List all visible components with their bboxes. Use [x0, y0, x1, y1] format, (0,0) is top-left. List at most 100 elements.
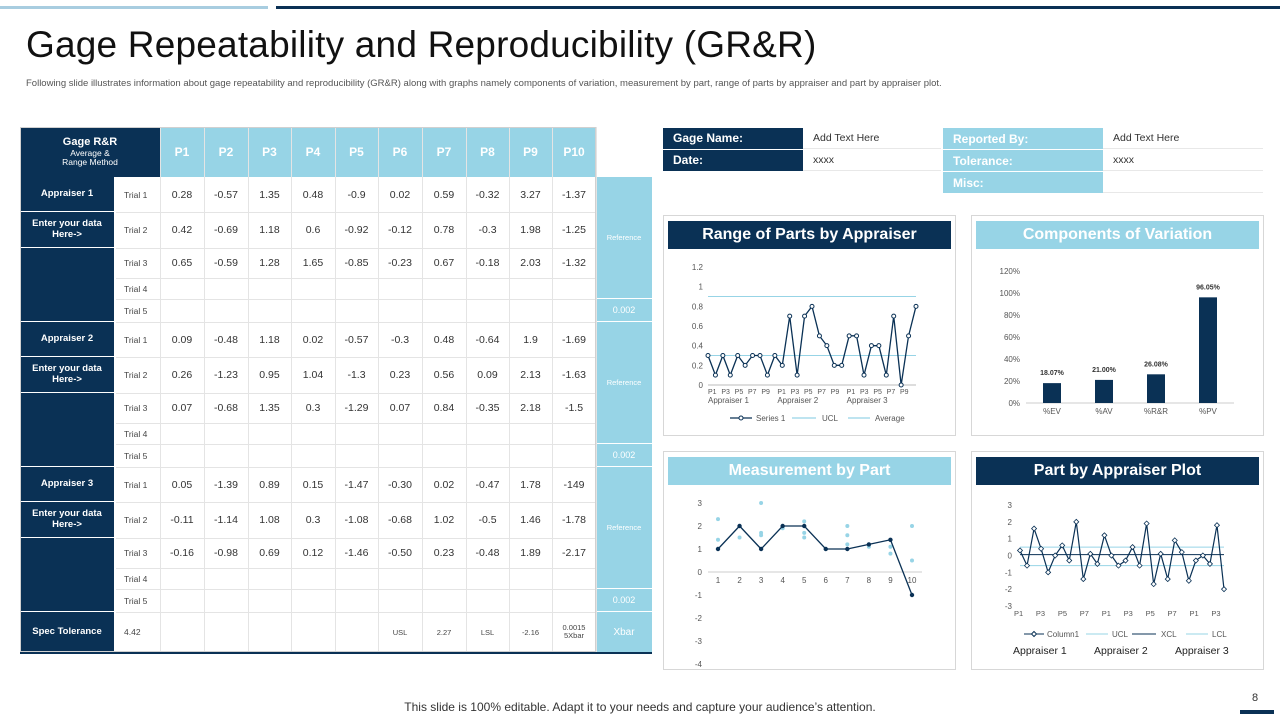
data-cell[interactable]: 0.42 — [171, 224, 193, 236]
data-cell[interactable]: -0.48 — [475, 547, 500, 559]
data-cell[interactable]: 0.3 — [305, 402, 321, 414]
data-cell[interactable]: 0.67 — [433, 257, 455, 269]
data-cell[interactable]: -0.9 — [347, 188, 366, 201]
data-cell[interactable]: -1.63 — [562, 369, 586, 381]
data-cell[interactable]: -0.16 — [170, 547, 194, 559]
data-cell[interactable]: 0.15 — [302, 478, 324, 491]
data-cell[interactable]: -1.69 — [562, 333, 586, 346]
data-cell[interactable]: 0.09 — [171, 333, 193, 346]
tolerance-value[interactable]: xxxx — [1103, 150, 1263, 171]
data-cell[interactable]: 2.13 — [520, 369, 541, 381]
data-cell[interactable]: 1.18 — [259, 224, 280, 236]
data-cell[interactable]: -0.69 — [214, 224, 238, 236]
measurement-point — [910, 524, 914, 528]
data-cell[interactable]: 1.08 — [259, 514, 280, 526]
data-cell[interactable]: -0.85 — [344, 257, 369, 269]
data-cell[interactable]: 1.78 — [520, 478, 541, 491]
data-cell[interactable]: 0.07 — [389, 402, 411, 414]
data-cell[interactable]: -1.39 — [214, 478, 238, 491]
data-cell[interactable]: -1.78 — [562, 514, 586, 526]
data-cell[interactable]: 1.89 — [520, 547, 541, 559]
data-cell[interactable]: -0.11 — [170, 514, 194, 526]
data-cell[interactable]: -1.5 — [564, 402, 584, 414]
data-cell[interactable]: 1.18 — [259, 333, 280, 346]
data-cell[interactable]: 1.35 — [259, 188, 280, 201]
misc-value[interactable] — [1103, 172, 1263, 193]
data-cell[interactable]: -1.37 — [562, 188, 586, 201]
data-cell[interactable]: -0.98 — [214, 547, 238, 559]
data-cell[interactable]: -0.3 — [390, 333, 410, 346]
data-cell[interactable]: 0.84 — [433, 402, 455, 414]
data-cell[interactable]: -0.48 — [214, 333, 238, 346]
data-cell[interactable]: 0.95 — [259, 369, 280, 381]
data-cell[interactable]: -1.14 — [214, 514, 238, 526]
row-divider — [116, 322, 596, 323]
data-cell[interactable]: 0.3 — [305, 514, 321, 526]
data-cell[interactable]: 1.35 — [259, 402, 280, 414]
data-cell[interactable]: 0.6 — [305, 224, 321, 236]
data-cell[interactable]: 1.9 — [523, 333, 538, 346]
data-cell[interactable]: 0.07 — [171, 402, 193, 414]
data-cell[interactable]: 0.78 — [433, 224, 455, 236]
data-cell[interactable]: 1.28 — [259, 257, 280, 269]
data-cell[interactable]: 0.28 — [171, 188, 193, 201]
data-cell[interactable]: 0.02 — [433, 478, 455, 491]
data-cell[interactable]: -1.29 — [344, 402, 369, 414]
data-cell[interactable]: 0.05 — [171, 478, 193, 491]
spec-tolerance-value[interactable]: 4.42 — [124, 627, 141, 637]
data-cell[interactable]: -0.3 — [478, 224, 497, 236]
data-cell[interactable]: -0.32 — [475, 188, 500, 201]
data-cell[interactable]: 0.69 — [259, 547, 280, 559]
data-cell[interactable]: 2.18 — [520, 402, 541, 414]
data-cell[interactable]: -0.68 — [388, 514, 412, 526]
data-cell[interactable]: -0.35 — [475, 402, 500, 414]
data-cell[interactable]: 0.26 — [171, 369, 193, 381]
data-cell[interactable]: -0.59 — [214, 257, 238, 269]
data-cell[interactable]: -0.50 — [388, 547, 412, 559]
data-cell[interactable]: -1.23 — [214, 369, 238, 381]
data-cell[interactable]: 1.98 — [520, 224, 541, 236]
data-cell[interactable]: -2.17 — [562, 547, 586, 559]
data-cell[interactable]: 0.23 — [433, 547, 455, 559]
data-cell[interactable]: -0.18 — [475, 257, 500, 269]
data-cell[interactable]: 0.65 — [171, 257, 193, 269]
data-cell[interactable]: 3.27 — [520, 188, 541, 201]
data-cell[interactable]: -0.5 — [478, 514, 497, 526]
data-cell[interactable]: -1.47 — [344, 478, 369, 491]
data-cell[interactable]: 0.02 — [389, 188, 411, 201]
reported-by-value[interactable]: Add Text Here — [1103, 128, 1263, 149]
data-cell[interactable]: 0.56 — [433, 369, 455, 381]
data-cell[interactable]: 0.23 — [389, 369, 411, 381]
data-cell[interactable]: -0.12 — [388, 224, 412, 236]
data-cell[interactable]: -0.47 — [475, 478, 500, 491]
data-cell[interactable]: -0.57 — [214, 188, 238, 201]
x-tick-label: P9 — [831, 389, 840, 396]
gage-name-value[interactable]: Add Text Here — [803, 128, 941, 149]
data-cell[interactable]: -0.92 — [344, 224, 369, 236]
data-cell[interactable]: -0.57 — [344, 333, 369, 346]
data-cell[interactable]: 1.46 — [520, 514, 541, 526]
data-cell[interactable]: -1.08 — [344, 514, 369, 526]
data-cell[interactable]: -1.25 — [562, 224, 586, 236]
data-cell[interactable]: 1.02 — [433, 514, 455, 526]
data-cell[interactable]: 0.12 — [302, 547, 324, 559]
data-cell[interactable]: 1.04 — [302, 369, 324, 381]
data-cell[interactable]: 2.03 — [520, 257, 541, 269]
data-cell[interactable]: -1.46 — [344, 547, 369, 559]
data-cell[interactable]: -0.30 — [388, 478, 412, 491]
data-cell[interactable]: -0.68 — [214, 402, 238, 414]
data-cell[interactable]: 0.48 — [302, 188, 324, 201]
date-value[interactable]: xxxx — [803, 150, 941, 171]
data-cell[interactable]: 0.48 — [433, 333, 455, 346]
bar-rr — [1147, 374, 1165, 403]
data-cell[interactable]: 0.02 — [302, 333, 324, 346]
data-cell[interactable]: 0.89 — [259, 478, 280, 491]
data-cell[interactable]: 1.65 — [302, 257, 324, 269]
data-cell[interactable]: -149 — [563, 478, 585, 491]
data-cell[interactable]: -1.32 — [562, 257, 586, 269]
data-cell[interactable]: -0.23 — [388, 257, 412, 269]
data-cell[interactable]: -0.64 — [475, 333, 500, 346]
data-cell[interactable]: 0.59 — [433, 188, 455, 201]
data-cell[interactable]: 0.09 — [477, 369, 498, 381]
data-cell[interactable]: -1.3 — [347, 369, 366, 381]
